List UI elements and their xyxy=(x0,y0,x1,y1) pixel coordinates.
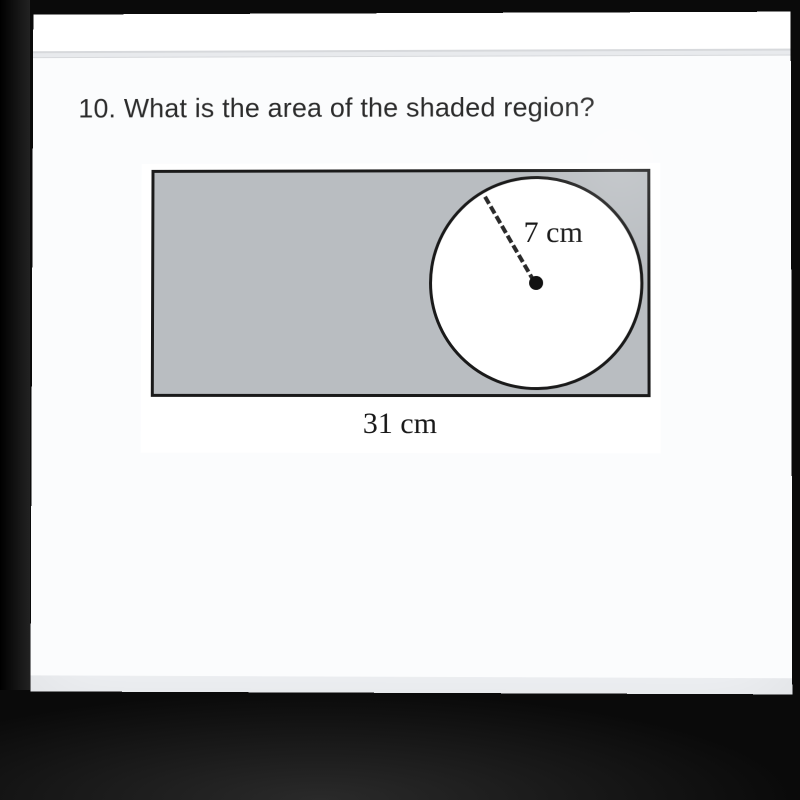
unshaded-circle: 7 cm xyxy=(429,176,644,390)
question-text: 10. What is the area of the shaded regio… xyxy=(78,92,750,125)
rectangle-width-label: 31 cm xyxy=(149,407,653,441)
question-panel: 10. What is the area of the shaded regio… xyxy=(31,56,793,679)
question-body: What is the area of the shaded region? xyxy=(124,92,595,123)
bezel-left xyxy=(0,0,30,800)
figure-container: 7 cm 31 cm xyxy=(141,163,661,454)
shaded-rectangle: 7 cm xyxy=(151,169,651,397)
radius-label: 7 cm xyxy=(524,216,583,250)
question-number: 10. xyxy=(78,94,116,124)
screen-surface: 10. What is the area of the shaded regio… xyxy=(30,12,792,695)
circle-center-dot xyxy=(529,276,543,290)
bezel-bottom xyxy=(0,690,800,800)
browser-topbar xyxy=(33,12,791,53)
